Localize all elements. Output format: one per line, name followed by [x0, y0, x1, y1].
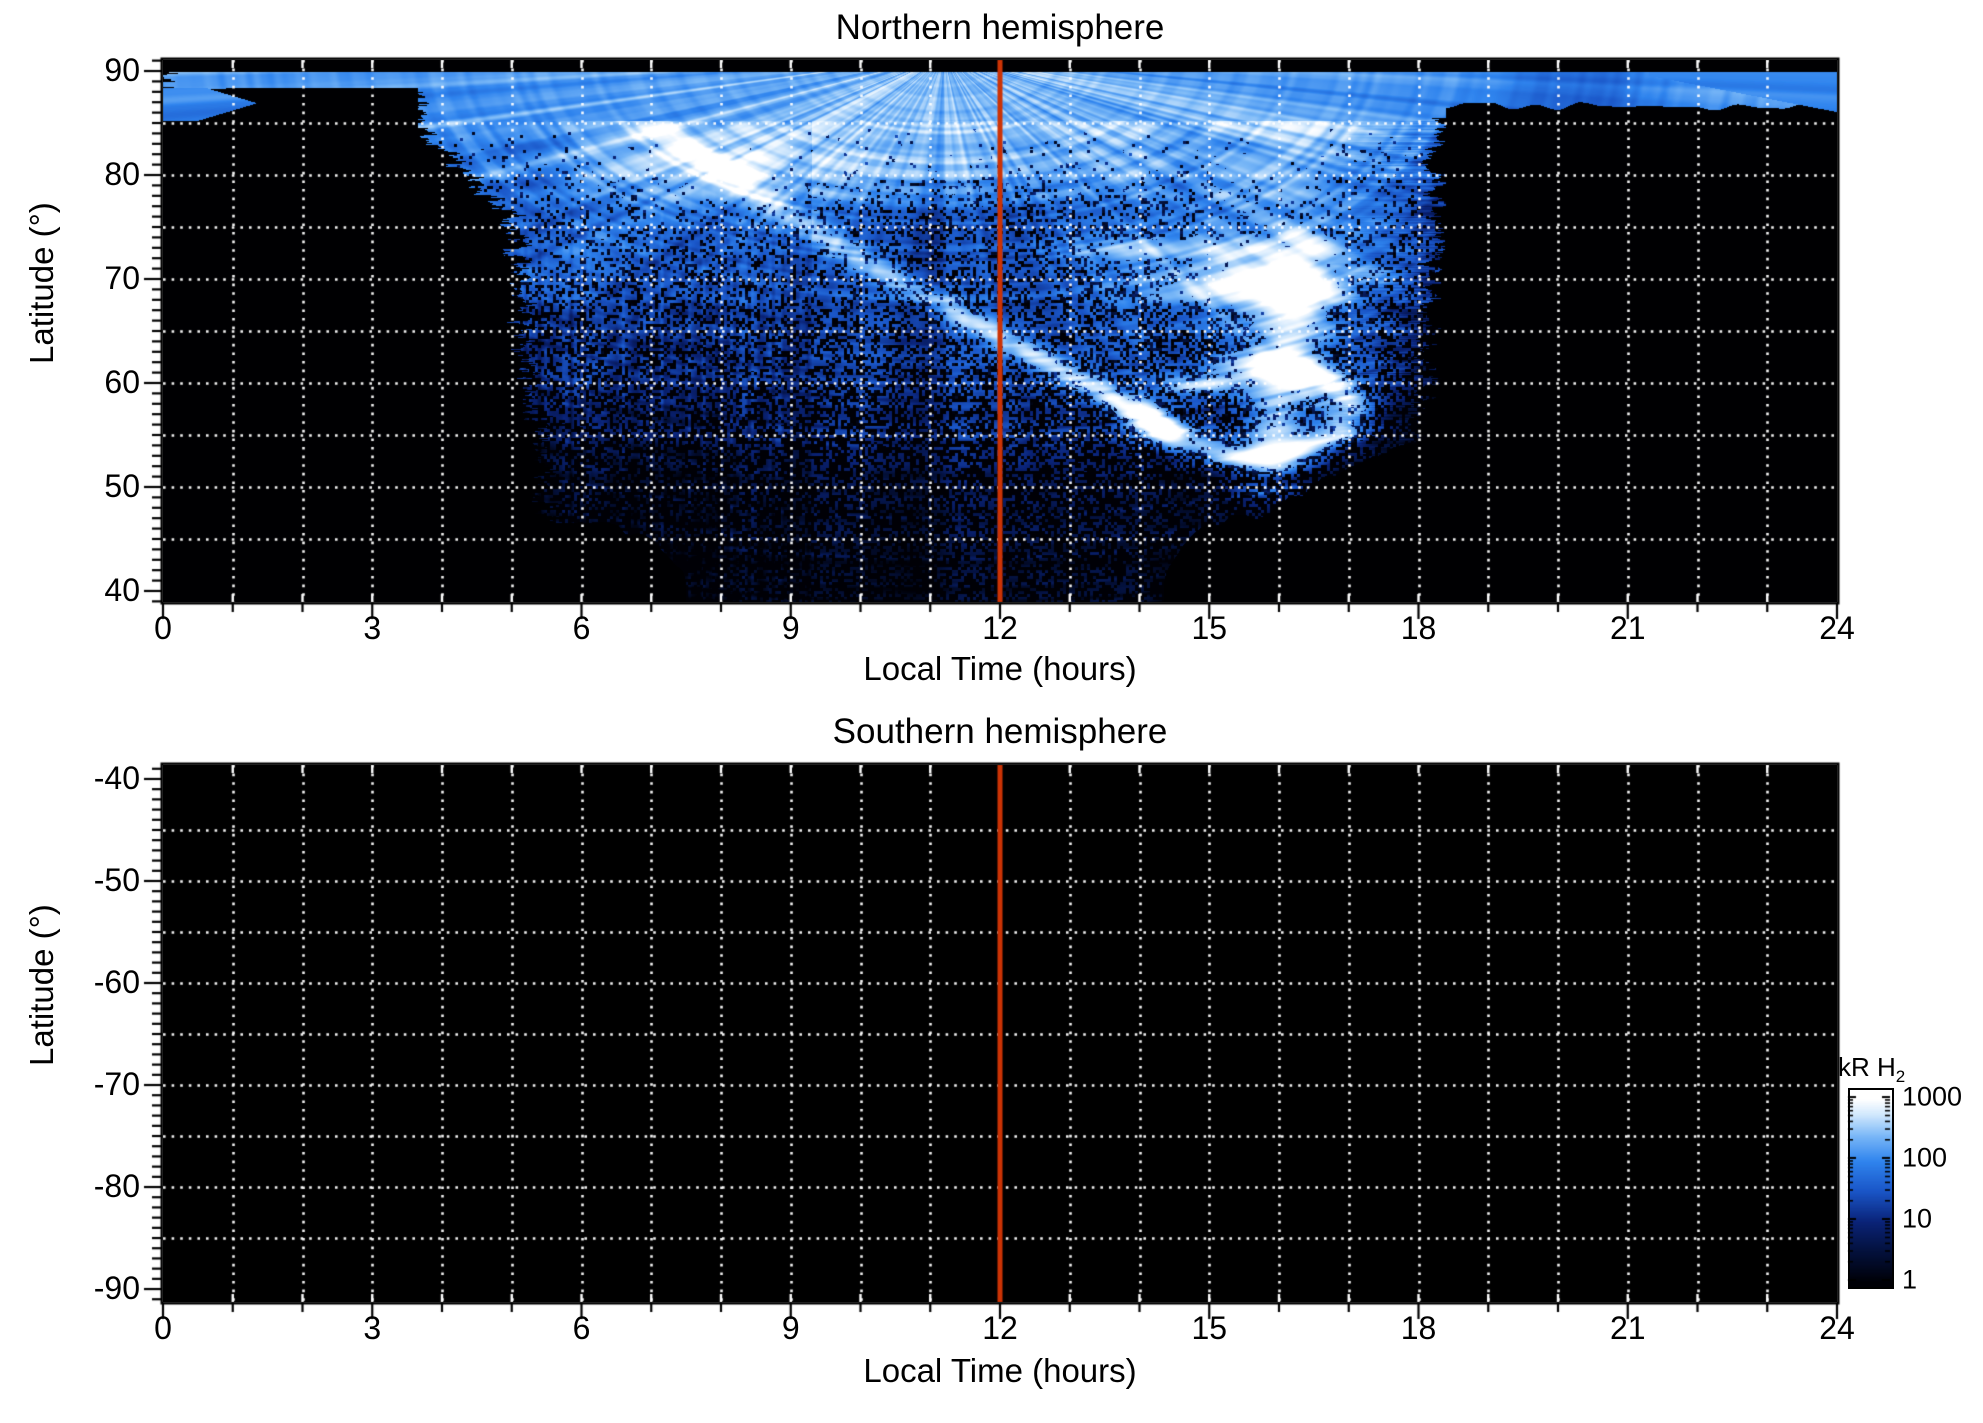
south-x-tick-label: 3	[363, 1310, 382, 1346]
north-x-tick-label: 0	[154, 610, 172, 646]
south-y-tick-label: -50	[93, 861, 140, 898]
colorbar-tick-label: 1	[1902, 1264, 1918, 1295]
south-y-tick-label: -90	[93, 1269, 140, 1306]
south-y-tick-label: -80	[93, 1167, 140, 1204]
south-x-tick-label: 21	[1609, 1310, 1646, 1346]
north-x-tick-label: 18	[1400, 610, 1437, 646]
south-heatmap-canvas	[163, 765, 1837, 1302]
north-heatmap-canvas	[163, 60, 1837, 602]
north-y-tick-label: 80	[104, 155, 140, 192]
south-panel-title: Southern hemisphere	[832, 712, 1168, 751]
north-y-tick-label: 50	[104, 467, 140, 504]
colorbar	[1848, 1088, 1894, 1289]
colorbar-unit-text: kR H	[1838, 1052, 1896, 1082]
north-y-tick-label: 70	[104, 259, 140, 296]
colorbar-unit-label: kR H2	[1838, 1052, 1905, 1087]
south-x-tick-label: 15	[1191, 1310, 1228, 1346]
north-panel-title: Northern hemisphere	[835, 8, 1165, 47]
colorbar-tick-label: 100	[1902, 1142, 1948, 1173]
colorbar-tick-label: 1000	[1902, 1081, 1963, 1112]
colorbar-tick-label: 10	[1902, 1203, 1933, 1234]
north-x-tick-label: 15	[1191, 610, 1228, 646]
north-x-tick-label: 9	[781, 610, 800, 646]
north-x-tick-label: 3	[363, 610, 382, 646]
colorbar-gradient-canvas	[1850, 1090, 1892, 1287]
south-x-tick-label: 6	[572, 1310, 591, 1346]
north-x-axis-label: Local Time (hours)	[863, 650, 1137, 687]
south-y-tick-label: -40	[93, 759, 140, 796]
south-y-tick-label: -70	[93, 1065, 140, 1102]
south-x-tick-label: 24	[1819, 1310, 1855, 1346]
south-x-axis-label: Local Time (hours)	[863, 1352, 1137, 1389]
north-y-tick-label: 40	[104, 571, 140, 608]
north-x-tick-label: 12	[982, 610, 1018, 646]
south-x-tick-label: 9	[781, 1310, 800, 1346]
north-y-tick-label: 90	[104, 51, 140, 88]
south-x-tick-label: 18	[1400, 1310, 1437, 1346]
north-y-axis-label: Latitude (°)	[23, 202, 60, 364]
north-x-tick-label: 21	[1609, 610, 1646, 646]
north-y-tick-label: 60	[104, 363, 140, 400]
south-y-tick-label: -60	[93, 963, 140, 1000]
north-x-tick-label: 6	[572, 610, 591, 646]
south-x-tick-label: 12	[982, 1310, 1018, 1346]
south-x-tick-label: 0	[154, 1310, 172, 1346]
south-y-axis-label: Latitude (°)	[23, 904, 60, 1066]
north-x-tick-label: 24	[1819, 610, 1855, 646]
